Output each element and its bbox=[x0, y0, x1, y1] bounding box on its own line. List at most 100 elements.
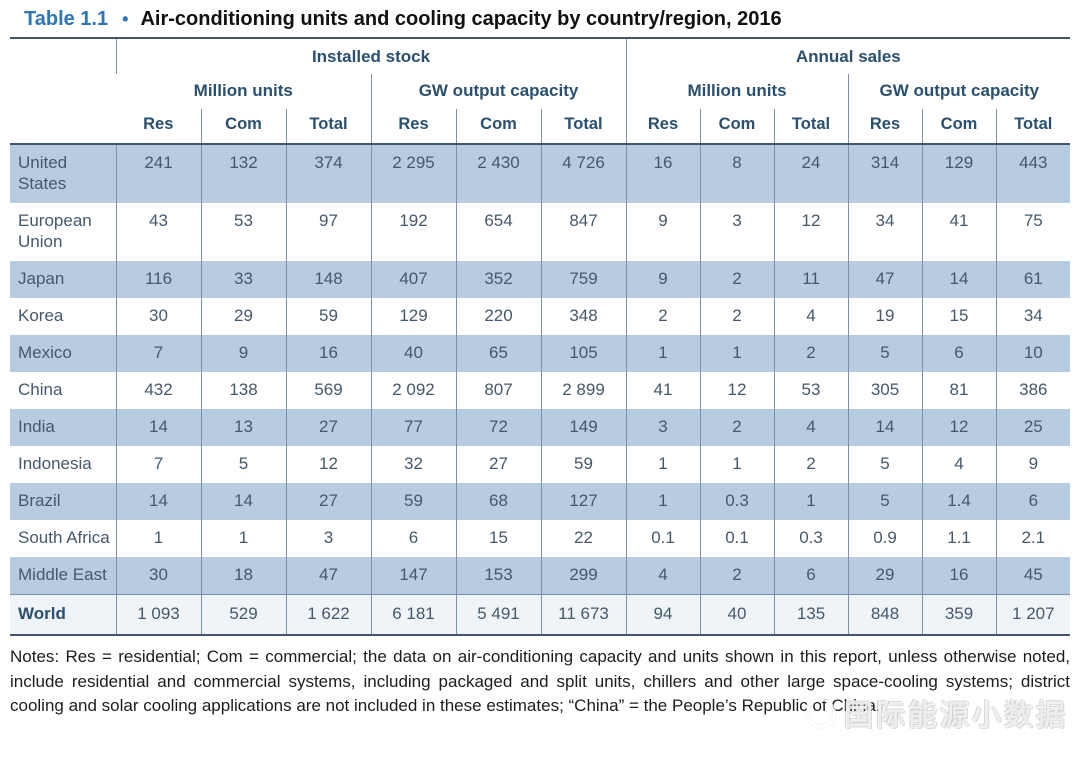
table-cell: 15 bbox=[455, 520, 541, 557]
table-cell: 61 bbox=[995, 261, 1071, 298]
table-cell: 443 bbox=[995, 144, 1071, 203]
table-cell: 352 bbox=[455, 261, 541, 298]
table-cell: 9 bbox=[200, 335, 286, 372]
table-cell: 299 bbox=[540, 557, 627, 595]
table-cell: 68 bbox=[455, 483, 541, 520]
table-cell: 153 bbox=[455, 557, 541, 595]
table-cell: 14 bbox=[200, 483, 286, 520]
table-cell: 30 bbox=[115, 298, 201, 335]
table-row: Mexico 7 9 16 40 65 105 1 1 2 5 6 10 bbox=[10, 335, 1071, 372]
table-cell: 0.9 bbox=[847, 520, 923, 557]
col-header: Res bbox=[625, 109, 701, 145]
table-cell: 15 bbox=[921, 298, 997, 335]
table-cell: 13 bbox=[200, 409, 286, 446]
row-label: World bbox=[10, 594, 116, 635]
table-row: United States 241 132 374 2 295 2 430 4 726 16 8… bbox=[10, 144, 1071, 203]
table-cell: 18 bbox=[200, 557, 286, 595]
table-cell: 807 bbox=[455, 372, 541, 409]
table-cell: 34 bbox=[847, 203, 923, 261]
table-cell: 29 bbox=[847, 557, 923, 595]
ac-units-table: Installed stock Annual sales Million uni… bbox=[10, 37, 1071, 636]
table-cell: 81 bbox=[921, 372, 997, 409]
table-cell: 14 bbox=[847, 409, 923, 446]
table-cell: 12 bbox=[921, 409, 997, 446]
table-cell: 47 bbox=[285, 557, 371, 595]
row-label: Indonesia bbox=[10, 446, 116, 483]
row-label: Korea bbox=[10, 298, 116, 335]
table-cell: 135 bbox=[773, 594, 849, 635]
table-cell: 12 bbox=[285, 446, 371, 483]
table-cell: 9 bbox=[625, 203, 701, 261]
table-cell: 5 bbox=[847, 335, 923, 372]
table-cell: 759 bbox=[540, 261, 627, 298]
table-cell: 4 bbox=[773, 409, 849, 446]
col-header: Com bbox=[200, 109, 286, 145]
table-cell: 2 430 bbox=[455, 144, 541, 203]
table-cell: 7 bbox=[115, 335, 201, 372]
table-cell: 30 bbox=[115, 557, 201, 595]
table-cell: 59 bbox=[370, 483, 456, 520]
table-cell: 569 bbox=[285, 372, 371, 409]
table-cell: 12 bbox=[773, 203, 849, 261]
row-label: European Union bbox=[10, 203, 116, 261]
table-cell: 0.3 bbox=[773, 520, 849, 557]
table-cell: 97 bbox=[285, 203, 371, 261]
table-cell: 72 bbox=[455, 409, 541, 446]
col-header: Total bbox=[773, 109, 849, 145]
col-header: Total bbox=[540, 109, 627, 145]
table-row: China 432 138 569 2 092 807 2 899 41 12 53 305 81 38… bbox=[10, 372, 1071, 409]
table-title-text: Air-conditioning units and cooling capac… bbox=[140, 8, 782, 30]
table-cell: 1 bbox=[625, 483, 701, 520]
table-cell: 2 295 bbox=[370, 144, 456, 203]
table-cell: 432 bbox=[115, 372, 201, 409]
table-cell: 5 bbox=[847, 483, 923, 520]
subgroup-installed-million-units: Million units bbox=[193, 81, 293, 100]
table-row: Korea 30 29 59 129 220 348 2 2 4 19 15 34 bbox=[10, 298, 1071, 335]
table-cell: 33 bbox=[200, 261, 286, 298]
table-row: South Africa 1 1 3 6 15 22 0.1 0.1 0.3 0.9 1.1 2.1 bbox=[10, 520, 1071, 557]
table-cell: 1 bbox=[773, 483, 849, 520]
table-cell: 2 bbox=[699, 409, 775, 446]
table-cell: 147 bbox=[370, 557, 456, 595]
table-cell: 2 bbox=[773, 446, 849, 483]
table-row: India 14 13 27 77 72 149 3 2 4 14 12 25 bbox=[10, 409, 1071, 446]
table-cell: 41 bbox=[625, 372, 701, 409]
col-header: Total bbox=[285, 109, 371, 145]
table-cell: 40 bbox=[699, 594, 775, 635]
table-cell: 848 bbox=[847, 594, 923, 635]
table-cell: 27 bbox=[285, 409, 371, 446]
table-cell: 32 bbox=[370, 446, 456, 483]
row-label: India bbox=[10, 409, 116, 446]
table-cell: 14 bbox=[921, 261, 997, 298]
table-cell: 10 bbox=[995, 335, 1071, 372]
table-cell: 65 bbox=[455, 335, 541, 372]
table-cell: 75 bbox=[995, 203, 1071, 261]
table-cell: 1 bbox=[699, 335, 775, 372]
table-cell: 59 bbox=[285, 298, 371, 335]
table-cell: 2.1 bbox=[995, 520, 1071, 557]
table-cell: 8 bbox=[699, 144, 775, 203]
row-label: South Africa bbox=[10, 520, 116, 557]
table-cell: 47 bbox=[847, 261, 923, 298]
table-cell: 1 093 bbox=[115, 594, 201, 635]
table-cell: 1 622 bbox=[285, 594, 371, 635]
table-cell: 6 181 bbox=[370, 594, 456, 635]
table-row: Brazil 14 14 27 59 68 127 1 0.3 1 5 1.4 6 bbox=[10, 483, 1071, 520]
table-cell: 1.1 bbox=[921, 520, 997, 557]
table-cell: 0.1 bbox=[699, 520, 775, 557]
table-cell: 29 bbox=[200, 298, 286, 335]
table-cell: 3 bbox=[625, 409, 701, 446]
table-cell: 1 bbox=[200, 520, 286, 557]
table-cell: 148 bbox=[285, 261, 371, 298]
table-cell: 2 bbox=[625, 298, 701, 335]
table-cell: 105 bbox=[540, 335, 627, 372]
row-label: Brazil bbox=[10, 483, 116, 520]
col-group-annual-sales: Annual sales bbox=[625, 38, 1071, 74]
table-cell: 7 bbox=[115, 446, 201, 483]
table-cell: 116 bbox=[115, 261, 201, 298]
table-cell: 314 bbox=[847, 144, 923, 203]
table-cell: 1.4 bbox=[921, 483, 997, 520]
table-cell: 3 bbox=[285, 520, 371, 557]
row-label: China bbox=[10, 372, 116, 409]
row-label: Mexico bbox=[10, 335, 116, 372]
